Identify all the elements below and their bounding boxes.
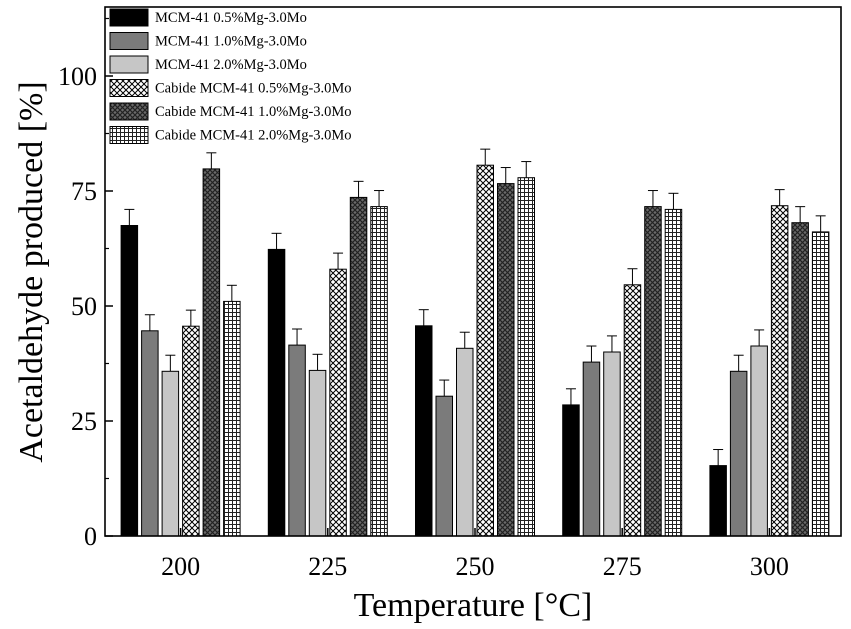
error-bar-225-series-3 bbox=[312, 353, 323, 371]
y-tick-label-50: 50 bbox=[71, 292, 97, 321]
legend-label-2: MCM-41 1.0%Mg-3.0Mo bbox=[155, 34, 307, 50]
legend-item-3: MCM-41 2.0%Mg-3.0Mo bbox=[109, 55, 307, 74]
error-bar-250-series-2 bbox=[439, 379, 450, 397]
bar-250-series-1 bbox=[415, 325, 433, 537]
legend-item-2: MCM-41 1.0%Mg-3.0Mo bbox=[109, 32, 307, 50]
error-bar-225-series-6 bbox=[374, 190, 385, 207]
legend-swatch-1 bbox=[109, 8, 149, 27]
bars-layer bbox=[120, 164, 830, 537]
legend-label-1: MCM-41 0.5%Mg-3.0Mo bbox=[155, 10, 307, 26]
x-axis: 200 225 250 275 300 bbox=[161, 528, 789, 581]
legend-label-5: Cabide MCM-41 1.0%Mg-3.0Mo bbox=[155, 104, 352, 120]
bar-300-series-6 bbox=[811, 231, 830, 537]
error-bar-225-series-1 bbox=[271, 232, 282, 250]
legend-swatch-6 bbox=[109, 126, 149, 144]
legend-swatch-3 bbox=[109, 55, 149, 74]
bar-225-series-1 bbox=[267, 248, 286, 537]
x-tick-label-275: 275 bbox=[603, 552, 642, 581]
y-tick-label-25: 25 bbox=[71, 407, 97, 436]
error-bar-275-series-1 bbox=[565, 388, 576, 405]
error-bar-275-series-3 bbox=[606, 335, 617, 352]
bar-200-series-3 bbox=[161, 370, 180, 537]
error-bar-300-series-3 bbox=[754, 329, 765, 347]
bar-225-series-4 bbox=[329, 268, 347, 537]
bar-250-series-5 bbox=[497, 183, 515, 537]
bar-250-series-2 bbox=[435, 395, 453, 537]
bar-300-series-2 bbox=[729, 370, 748, 537]
x-axis-title: Temperature [°C] bbox=[354, 587, 593, 624]
x-tick-label-250: 250 bbox=[456, 552, 495, 581]
legend-item-4: Cabide MCM-41 0.5%Mg-3.0Mo bbox=[109, 79, 352, 97]
bar-300-series-1 bbox=[709, 465, 727, 537]
legend: MCM-41 0.5%Mg-3.0Mo MCM-41 1.0%Mg-3.0Mo MC… bbox=[109, 8, 352, 144]
error-bars-layer bbox=[124, 148, 826, 466]
error-bar-300-series-6 bbox=[815, 215, 826, 232]
bar-250-series-3 bbox=[456, 347, 474, 537]
legend-swatch-2 bbox=[109, 32, 149, 50]
bar-225-series-5 bbox=[349, 196, 368, 537]
error-bar-275-series-5 bbox=[647, 190, 658, 207]
y-tick-label-75: 75 bbox=[71, 177, 97, 206]
error-bar-275-series-4 bbox=[627, 268, 638, 285]
bar-225-series-6 bbox=[370, 206, 388, 537]
bar-275-series-3 bbox=[603, 351, 621, 537]
x-tick-label-225: 225 bbox=[308, 552, 347, 581]
error-bar-200-series-5 bbox=[206, 152, 217, 169]
legend-item-6: Cabide MCM-41 2.0%Mg-3.0Mo bbox=[109, 126, 352, 144]
bar-275-series-6 bbox=[664, 208, 683, 537]
bar-300-series-4 bbox=[770, 205, 789, 537]
x-tick-label-300: 300 bbox=[750, 552, 789, 581]
error-bar-200-series-2 bbox=[144, 314, 155, 331]
error-bar-200-series-1 bbox=[124, 208, 135, 226]
bar-275-series-4 bbox=[623, 284, 642, 537]
error-bar-300-series-4 bbox=[774, 189, 785, 206]
legend-swatch-5 bbox=[109, 102, 149, 121]
bar-275-series-1 bbox=[562, 404, 580, 537]
y-tick-label-100: 100 bbox=[58, 62, 97, 91]
bar-200-series-5 bbox=[202, 168, 221, 537]
bar-300-series-5 bbox=[791, 222, 809, 537]
error-bar-300-series-2 bbox=[733, 354, 744, 372]
legend-label-6: Cabide MCM-41 2.0%Mg-3.0Mo bbox=[155, 128, 352, 144]
error-bar-200-series-6 bbox=[226, 284, 237, 302]
error-bar-250-series-5 bbox=[500, 167, 511, 184]
legend-label-3: MCM-41 2.0%Mg-3.0Mo bbox=[155, 57, 307, 73]
bar-225-series-3 bbox=[308, 369, 327, 537]
error-bar-200-series-4 bbox=[185, 309, 196, 327]
bar-200-series-6 bbox=[223, 300, 241, 537]
bar-250-series-4 bbox=[476, 164, 494, 537]
error-bar-275-series-6 bbox=[668, 192, 679, 210]
error-bar-300-series-1 bbox=[713, 449, 724, 466]
plot-frame bbox=[104, 6, 842, 537]
error-bar-225-series-4 bbox=[333, 252, 344, 270]
error-bar-200-series-3 bbox=[165, 354, 176, 372]
bar-200-series-4 bbox=[182, 325, 200, 537]
y-axis: 0 25 50 75 100 bbox=[58, 17, 113, 551]
error-bar-250-series-1 bbox=[418, 309, 429, 326]
bar-200-series-1 bbox=[120, 225, 139, 537]
error-bar-275-series-2 bbox=[586, 345, 597, 363]
bar-225-series-2 bbox=[288, 344, 306, 537]
bar-200-series-2 bbox=[141, 330, 159, 537]
legend-item-5: Cabide MCM-41 1.0%Mg-3.0Mo bbox=[109, 102, 352, 121]
legend-swatch-4 bbox=[109, 79, 149, 97]
y-tick-label-0: 0 bbox=[84, 522, 97, 551]
error-bar-300-series-5 bbox=[795, 206, 806, 223]
legend-item-1: MCM-41 0.5%Mg-3.0Mo bbox=[109, 8, 307, 27]
error-bar-250-series-3 bbox=[459, 331, 470, 349]
bar-300-series-3 bbox=[750, 345, 768, 537]
bar-275-series-5 bbox=[644, 206, 662, 537]
error-bar-225-series-5 bbox=[353, 180, 364, 198]
error-bar-225-series-2 bbox=[292, 328, 303, 346]
error-bar-250-series-4 bbox=[480, 148, 491, 166]
y-axis-title: Acetaldehyde produced [%] bbox=[13, 81, 50, 462]
legend-label-4: Cabide MCM-41 0.5%Mg-3.0Mo bbox=[155, 81, 352, 97]
bar-275-series-2 bbox=[582, 361, 601, 537]
x-tick-label-200: 200 bbox=[161, 552, 200, 581]
error-bar-250-series-6 bbox=[521, 161, 532, 178]
bar-250-series-6 bbox=[517, 177, 535, 537]
